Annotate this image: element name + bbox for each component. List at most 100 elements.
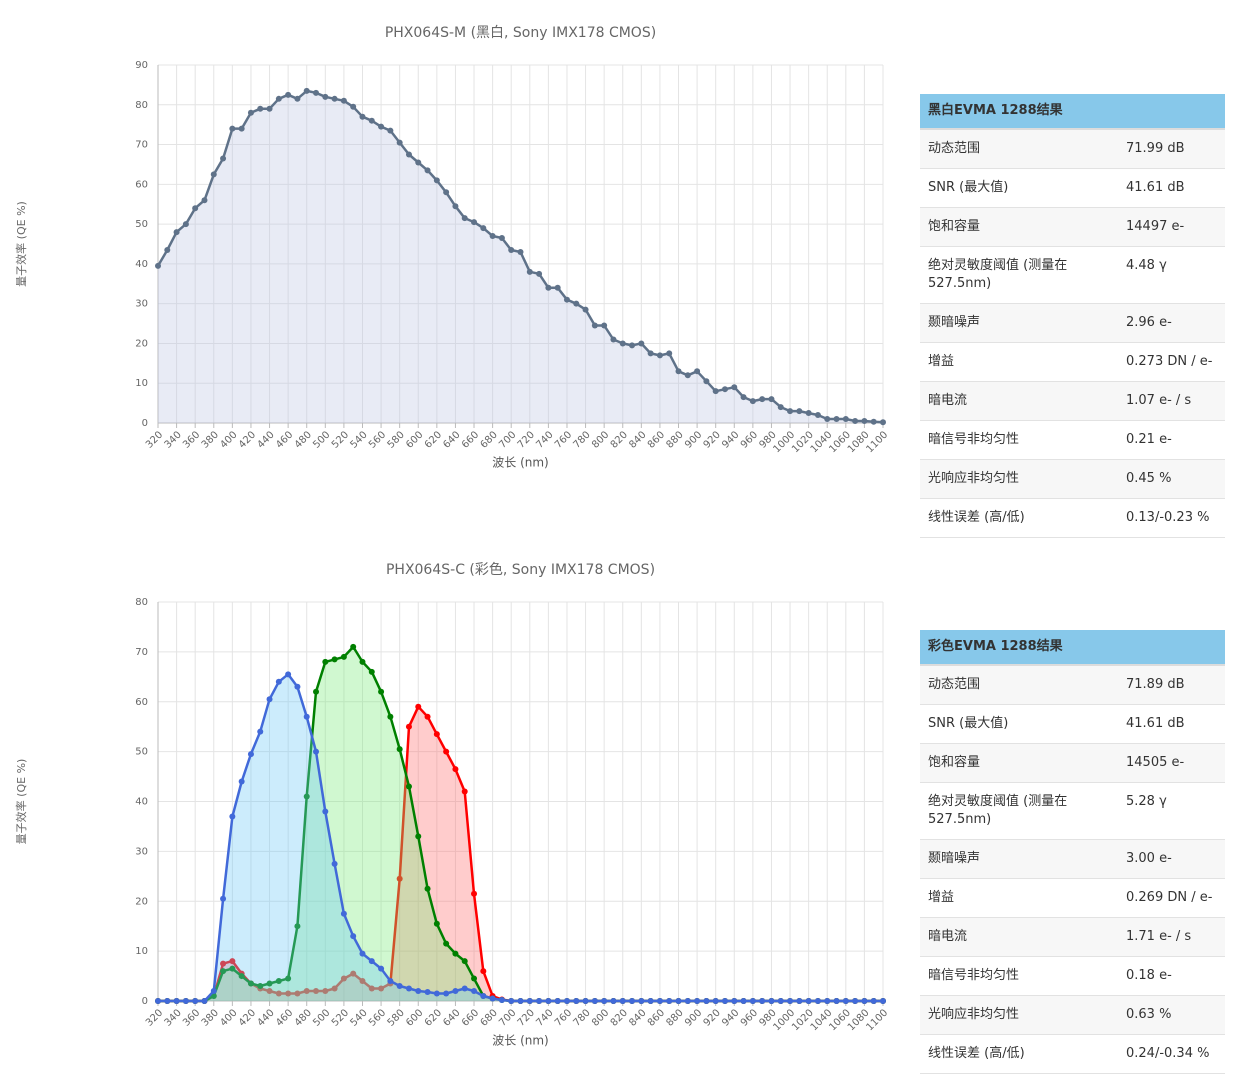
area-fill <box>158 646 883 1001</box>
x-tick-label: 840 <box>627 429 648 450</box>
row-label: 线性误差 (高/低) <box>928 510 1025 525</box>
table-row: 饱和容量 14497 e- <box>920 208 1225 247</box>
data-point <box>396 139 403 146</box>
data-point <box>238 973 245 980</box>
data-point <box>424 885 431 892</box>
x-tick-label: 680 <box>479 429 500 450</box>
data-point <box>164 246 171 253</box>
data-point <box>350 933 357 940</box>
data-point <box>331 985 338 992</box>
data-point <box>433 920 440 927</box>
x-tick-label: 960 <box>739 429 760 450</box>
table-row: 绝对灵敏度阈值 (测量在 527.5nm) 4.48 γ <box>920 247 1225 304</box>
data-point <box>880 998 886 1004</box>
data-point <box>703 998 710 1004</box>
data-point <box>275 95 282 102</box>
data-point <box>359 113 366 120</box>
data-point <box>359 978 366 985</box>
data-point <box>294 683 301 690</box>
data-point <box>210 171 217 178</box>
data-point <box>842 998 849 1004</box>
row-label: 动态范围 <box>928 677 981 692</box>
data-point <box>443 189 450 196</box>
x-tick-label: 560 <box>367 429 388 450</box>
data-point <box>740 998 747 1004</box>
data-point <box>656 998 663 1004</box>
data-point <box>257 105 264 112</box>
row-label: 饱和容量 <box>928 755 981 770</box>
row-value: 0.24/-0.34 % <box>1126 1046 1210 1061</box>
data-point <box>712 998 719 1004</box>
data-point <box>378 688 385 695</box>
row-label: SNR (最大值) <box>928 716 1009 731</box>
data-point <box>777 404 784 411</box>
data-point <box>452 203 459 210</box>
data-point <box>164 998 171 1004</box>
x-tick-label: 320 <box>144 1007 165 1028</box>
data-point <box>433 731 440 738</box>
data-point <box>340 653 347 660</box>
x-tick-label: 1100 <box>864 429 890 455</box>
data-point <box>313 988 320 995</box>
data-point <box>694 368 701 375</box>
data-point <box>675 368 682 375</box>
data-point <box>861 418 868 425</box>
data-point <box>378 965 385 972</box>
x-tick-label: 460 <box>274 1007 295 1028</box>
y-tick-label: 90 <box>135 60 148 71</box>
data-point <box>405 783 412 790</box>
table-row: 绝对灵敏度阈值 (测量在 527.5nm) 5.28 γ <box>920 783 1225 840</box>
row-value: 5.28 γ <box>1126 794 1167 809</box>
x-tick-label: 500 <box>311 429 332 450</box>
x-tick-label: 360 <box>181 429 202 450</box>
data-point <box>880 419 886 426</box>
data-point <box>266 105 273 112</box>
data-point <box>303 87 310 94</box>
table-row: 暗电流 1.71 e- / s <box>920 918 1225 957</box>
x-tick-label: 820 <box>609 429 630 450</box>
data-point <box>573 300 580 307</box>
data-point <box>517 248 524 255</box>
row-label: 颞暗噪声 <box>928 315 981 330</box>
data-point <box>238 125 245 132</box>
row-label: 颞暗噪声 <box>928 851 981 866</box>
data-point <box>833 998 840 1004</box>
data-point <box>536 270 543 277</box>
data-point <box>787 408 794 415</box>
x-tick-label: 940 <box>720 1007 741 1028</box>
data-point <box>238 778 245 785</box>
data-point <box>433 177 440 184</box>
x-tick-label: 620 <box>423 1007 444 1028</box>
data-point <box>313 748 320 755</box>
data-point <box>647 350 654 357</box>
data-point <box>638 998 645 1004</box>
data-point <box>220 895 227 902</box>
row-value: 0.13/-0.23 % <box>1126 510 1210 525</box>
data-point <box>210 993 217 1000</box>
x-tick-label: 780 <box>572 429 593 450</box>
data-point <box>870 998 877 1004</box>
data-point <box>220 968 227 975</box>
table-row: 增益 0.269 DN / e- <box>920 879 1225 918</box>
row-label: 增益 <box>928 354 955 369</box>
data-point <box>294 990 301 997</box>
x-tick-label: 460 <box>274 429 295 450</box>
data-point <box>582 998 589 1004</box>
data-point <box>545 284 552 291</box>
x-tick-label: 360 <box>181 1007 202 1028</box>
y-tick-label: 30 <box>135 846 148 857</box>
x-tick-label: 400 <box>218 429 239 450</box>
x-tick-label: 600 <box>404 429 425 450</box>
y-tick-label: 80 <box>135 597 148 608</box>
x-tick-label: 480 <box>293 1007 314 1028</box>
area-fill <box>158 90 883 424</box>
data-point <box>610 998 617 1004</box>
x-tick-label: 700 <box>497 1007 518 1028</box>
data-point <box>731 998 738 1004</box>
x-tick-label: 900 <box>683 1007 704 1028</box>
data-point <box>768 998 775 1004</box>
table-row: 暗信号非均匀性 0.21 e- <box>920 421 1225 460</box>
data-point <box>294 95 301 102</box>
x-tick-label: 320 <box>144 429 165 450</box>
data-point <box>833 416 840 423</box>
